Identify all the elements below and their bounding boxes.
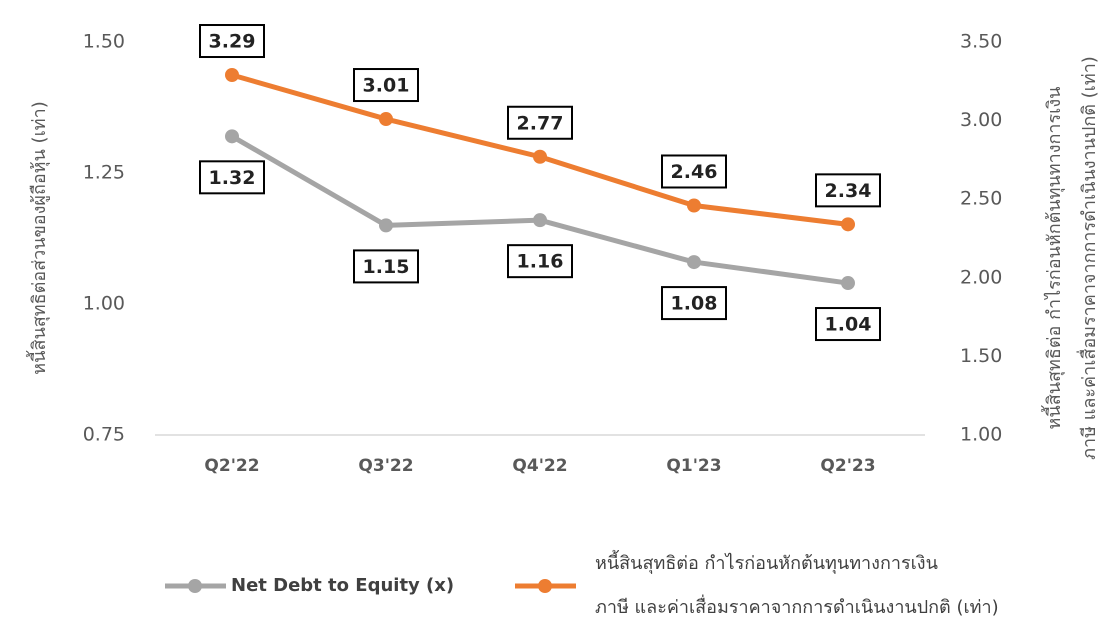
data-label: 3.29	[209, 31, 256, 53]
y2-tick-label: 3.50	[960, 31, 1002, 53]
data-label: 1.16	[517, 251, 564, 273]
point	[533, 213, 547, 228]
x-tick-label: Q3'22	[358, 456, 413, 476]
data-label: 2.77	[517, 112, 564, 134]
data-label-box	[353, 249, 419, 284]
x-tick-label: Q2'22	[204, 456, 259, 476]
y2-tick-label: 2.50	[960, 188, 1002, 210]
point	[687, 255, 701, 270]
y-tick-label: 1.00	[83, 293, 125, 315]
point	[533, 149, 547, 164]
data-label-box	[815, 307, 881, 342]
point	[841, 276, 855, 291]
data-label: 2.46	[671, 161, 718, 183]
legend-marker	[538, 579, 552, 593]
y-tick-label: 1.25	[83, 162, 125, 184]
y2-tick-label: 3.00	[960, 109, 1002, 131]
point	[841, 217, 855, 232]
data-label: 1.15	[363, 256, 410, 278]
point	[379, 218, 393, 233]
legend-label: ภาษี และค่าเสื่อมราคาจากการดำเนินงานปกติ…	[595, 594, 999, 618]
data-label: 1.04	[825, 314, 872, 336]
data-label-box	[507, 105, 573, 140]
data-label-box	[661, 286, 727, 321]
data-label-box	[199, 24, 265, 59]
data-label-box	[353, 68, 419, 103]
data-label: 1.32	[209, 167, 256, 189]
point	[687, 198, 701, 213]
data-label-box	[199, 160, 265, 195]
point	[225, 129, 239, 144]
y-tick-label: 1.50	[83, 31, 125, 53]
y2-tick-label: 1.50	[960, 345, 1002, 367]
data-label-box	[815, 173, 881, 208]
data-label-box	[507, 244, 573, 279]
point	[225, 68, 239, 83]
x-tick-label: Q1'23	[666, 456, 721, 476]
legend-label: Net Debt to Equity (x)	[231, 575, 454, 596]
x-tick-label: Q2'23	[820, 456, 875, 476]
data-label-box	[661, 154, 727, 189]
series-line	[231, 72, 849, 227]
y2-tick-label: 1.00	[960, 424, 1002, 446]
x-tick-label: Q4'22	[512, 456, 567, 476]
y2-axis-label: ภาษี และค่าเสื่อมราคาจากการดำเนินงานปกติ…	[1076, 56, 1100, 460]
point	[379, 112, 393, 127]
legend-marker	[188, 579, 202, 593]
y-tick-label: 0.75	[83, 424, 125, 446]
y2-axis-label: หนี้สินสุทธิต่อ กำไรก่อนหักต้นทุนทางการเ…	[1041, 87, 1065, 430]
y2-tick-label: 2.00	[960, 266, 1002, 288]
y-axis-label: หนี้สินสุทธิต่อส่วนของผู้ถือหุ้น (เท่า)	[26, 101, 50, 374]
legend-label: หนี้สินสุทธิต่อ กำไรก่อนหักต้นทุนทางการเ…	[595, 550, 938, 574]
data-label: 1.08	[671, 293, 718, 315]
data-label: 3.01	[363, 75, 410, 97]
data-label: 2.34	[825, 180, 872, 202]
